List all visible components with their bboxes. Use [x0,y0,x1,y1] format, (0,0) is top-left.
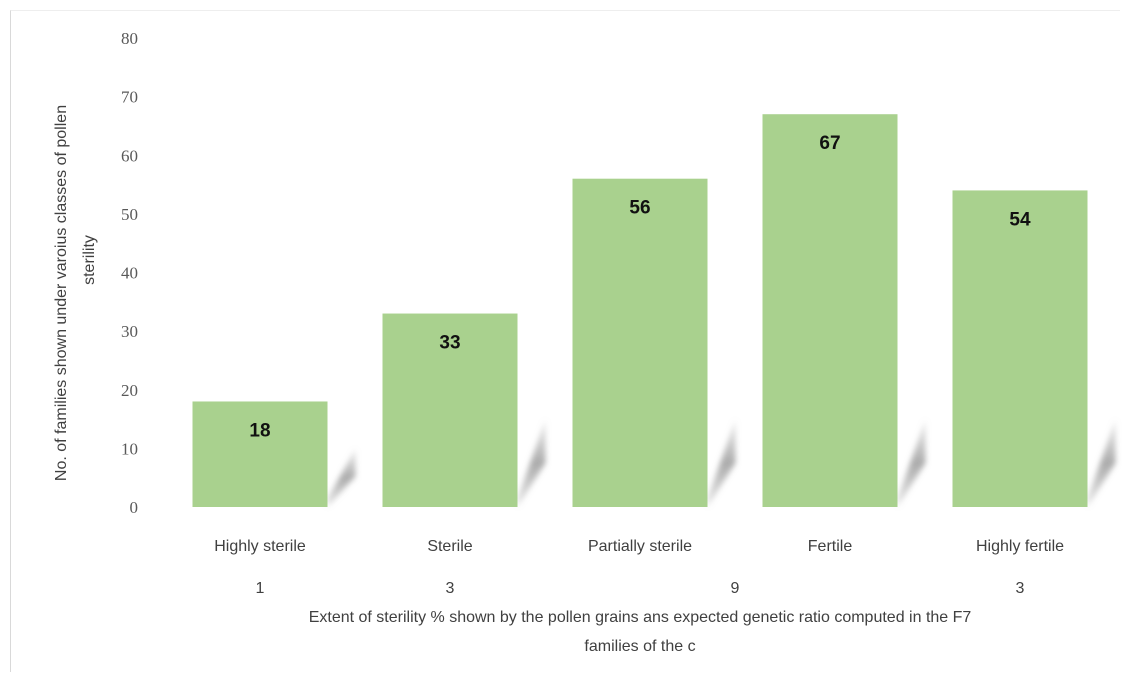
x-category-label: Partially sterile [588,538,692,555]
x-axis-title-line-2: families of the c [584,638,695,655]
bar [382,313,518,507]
data-label: 67 [819,133,840,154]
bar [192,401,328,507]
x-category-label: Fertile [808,538,853,555]
x-axis-title-line-1: Extent of sterility % shown by the polle… [309,609,972,626]
bar [952,190,1088,508]
y-tick-label: 40 [121,264,138,283]
y-axis-title-line-1: No. of families shown under varoius clas… [53,105,70,481]
y-tick-label: 10 [121,439,138,458]
y-tick-label: 0 [130,498,139,517]
bar-shadow [707,419,736,507]
bar-shadow [327,448,356,507]
x-category-label: Highly fertile [976,538,1064,555]
bar-shadow [1087,419,1116,507]
genetic-ratio-label: 1 [256,580,265,597]
y-tick-label: 60 [121,146,138,165]
x-category-label: Highly sterile [214,538,306,555]
bar-shadow [897,419,926,507]
data-label: 54 [1009,209,1031,230]
y-tick-label: 20 [121,381,138,400]
genetic-ratio-label: 9 [731,580,740,597]
x-category-label: Sterile [427,538,472,555]
y-tick-label: 50 [121,205,138,224]
bar [572,178,708,507]
chart-frame [10,10,1120,672]
y-tick-label: 80 [121,29,138,48]
y-tick-label: 70 [121,88,138,107]
data-label: 33 [439,333,460,354]
genetic-ratio-label: 3 [446,580,455,597]
y-axis-title-line-2: sterility [81,235,98,285]
bar-shadow [517,419,546,507]
data-label: 56 [629,198,650,219]
y-tick-label: 30 [121,322,138,341]
data-label: 18 [249,420,270,441]
bar [762,114,898,508]
genetic-ratio-label: 3 [1016,580,1025,597]
